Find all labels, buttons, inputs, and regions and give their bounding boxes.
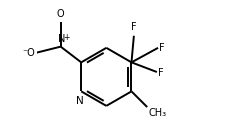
Text: F: F bbox=[159, 43, 164, 53]
Text: +: + bbox=[63, 33, 69, 42]
Text: ⁻O: ⁻O bbox=[22, 48, 35, 58]
Text: F: F bbox=[130, 22, 136, 32]
Text: O: O bbox=[57, 9, 64, 19]
Text: N: N bbox=[76, 96, 83, 106]
Text: N: N bbox=[58, 34, 65, 44]
Text: CH₃: CH₃ bbox=[148, 108, 166, 118]
Text: F: F bbox=[157, 68, 163, 78]
